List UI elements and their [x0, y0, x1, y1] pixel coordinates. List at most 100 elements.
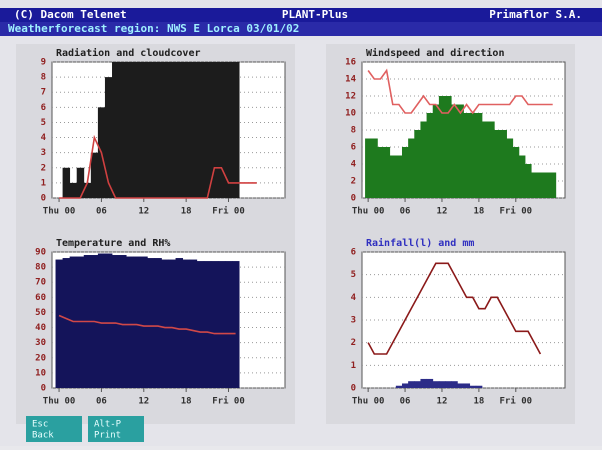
x-tick-label: 18: [181, 397, 192, 407]
y-tick-label: 50: [35, 308, 46, 318]
area-bar: [112, 62, 120, 198]
area-bar: [469, 385, 477, 388]
area-bar: [55, 259, 63, 388]
area-bar: [401, 383, 409, 388]
button-key: Esc: [32, 420, 48, 430]
area-bar: [414, 381, 421, 388]
x-tick-label: 12: [437, 397, 448, 407]
area-bar: [168, 259, 176, 388]
subtitle-bar: [0, 22, 602, 36]
area-bar: [432, 104, 440, 198]
y-tick-label: 2: [351, 177, 356, 187]
y-tick-label: 3: [41, 148, 46, 158]
area-bar: [512, 147, 520, 198]
x-tick-label: 18: [181, 207, 192, 217]
line: [59, 134, 257, 199]
header-subtitle: Weatherforecast region: NWS E Lorca 03/0…: [8, 22, 299, 35]
y-tick-label: 80: [35, 263, 46, 273]
y-tick-label: 16: [345, 58, 356, 68]
x-tick-label: 06: [400, 397, 411, 407]
button-face: [88, 416, 144, 442]
y-tick-label: 70: [35, 278, 46, 288]
area-bar: [175, 62, 184, 198]
area-bar: [451, 381, 458, 388]
area-bar: [408, 138, 415, 198]
line: [58, 314, 236, 335]
area-bar: [395, 155, 403, 198]
y-tick-label: 7: [41, 88, 46, 98]
area-bar: [76, 167, 85, 198]
y-tick-label: 5: [41, 118, 46, 128]
y-tick-label: 4: [351, 160, 357, 170]
area-bar: [549, 172, 557, 198]
area-bar: [506, 138, 514, 198]
area-bar: [383, 147, 391, 198]
plot-area: [361, 251, 566, 389]
x-tick-label: Fri 00: [500, 206, 533, 217]
area-bar: [389, 155, 397, 198]
y-tick-label: 6: [41, 103, 46, 113]
header-center: PLANT-Plus: [282, 8, 348, 21]
area-bar: [457, 383, 464, 388]
area-bar: [217, 62, 226, 198]
area-bar: [119, 62, 127, 198]
area-bar: [133, 256, 141, 388]
y-tick-label: 8: [41, 73, 46, 83]
header-right: Primaflor S.A.: [489, 8, 582, 21]
area-bar: [119, 255, 127, 388]
y-tick-label: 2: [351, 338, 356, 348]
x-tick-label: Fri 00: [212, 206, 245, 217]
x-tick-label: Fri 00: [212, 396, 245, 407]
area-bar: [371, 138, 378, 198]
x-tick-label: 06: [96, 397, 107, 407]
area-bar: [438, 381, 446, 388]
area-bar: [97, 253, 106, 388]
area-bar: [140, 256, 148, 388]
area-bar: [426, 113, 434, 198]
chart-title: Radiation and cloudcover: [56, 47, 201, 59]
area-bar: [126, 256, 134, 388]
area-bar: [140, 62, 148, 198]
area-bar: [147, 62, 155, 198]
y-tick-label: 60: [35, 293, 46, 303]
y-tick-label: 0: [41, 194, 46, 204]
y-tick-label: 10: [35, 368, 46, 378]
y-tick-label: 20: [35, 353, 46, 363]
area-bar: [168, 62, 176, 198]
area-bar: [463, 113, 471, 198]
area-bar: [451, 104, 458, 198]
area-bar: [69, 182, 78, 198]
area-bar: [112, 255, 120, 388]
area-bar: [90, 152, 99, 198]
area-bar: [457, 104, 464, 198]
x-tick-label: 06: [96, 207, 107, 217]
y-tick-label: 12: [345, 92, 356, 102]
y-tick-label: 4: [351, 293, 357, 303]
area-bar: [210, 62, 219, 198]
y-tick-label: 6: [351, 143, 356, 153]
x-tick-label: 18: [473, 207, 484, 217]
area-bar: [445, 96, 452, 198]
x-tick-label: Thu 00: [352, 397, 385, 407]
header-left: (C) Dacom Telenet: [14, 8, 127, 21]
area-bar: [161, 259, 169, 388]
area-bar: [217, 261, 226, 388]
area-bar: [83, 182, 92, 198]
x-tick-label: 06: [400, 207, 411, 217]
x-tick-label: Thu 00: [352, 207, 385, 217]
area-bar: [395, 385, 403, 388]
area-bar: [537, 172, 544, 198]
area-bar: [161, 62, 169, 198]
y-tick-label: 30: [35, 338, 46, 348]
area-bar: [420, 121, 427, 198]
area-bar: [154, 258, 162, 388]
y-tick-label: 3: [351, 316, 356, 326]
area-bar: [438, 96, 446, 198]
x-tick-label: Thu 00: [43, 207, 76, 217]
area-bar: [445, 381, 452, 388]
area-bar: [365, 138, 372, 198]
area-bar: [469, 113, 477, 198]
title-bar: [0, 8, 602, 22]
